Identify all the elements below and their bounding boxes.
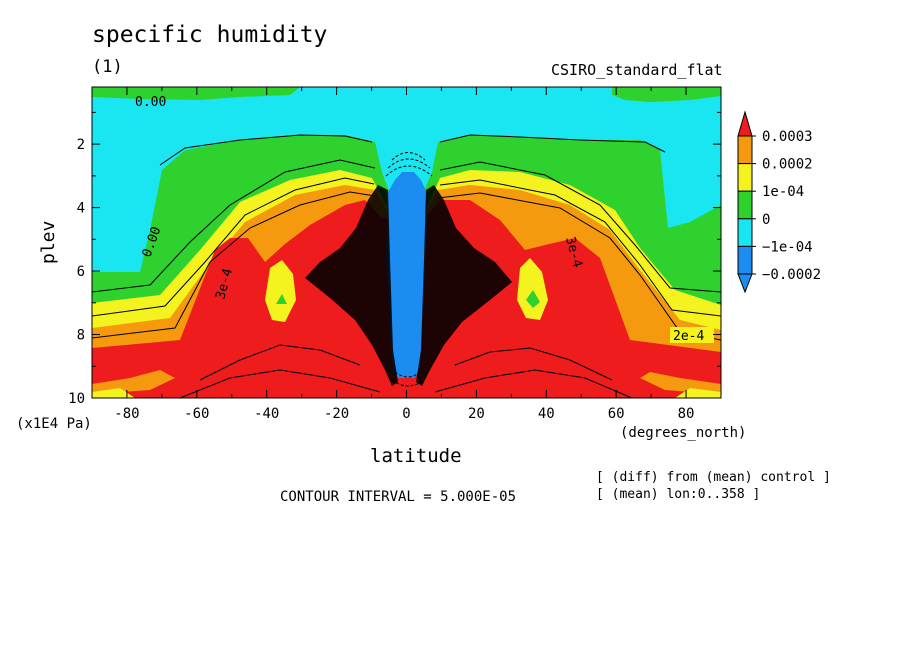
contour-lines (92, 134, 721, 398)
orange-lower-right (640, 372, 721, 394)
legend-swatch (737, 218, 753, 247)
yellow-island-north (517, 258, 548, 320)
axis-ticks: -80 -60 -40 -20 0 20 40 60 80 2 4 6 8 10 (68, 87, 722, 422)
green-dot-north (526, 290, 540, 308)
contour-label-top: 0.00 (135, 95, 166, 110)
plot-fills: 0.00 0.00 3e-4 3e-4 2e-4 (92, 87, 721, 398)
legend-label: 0.0003 (762, 129, 813, 145)
x-tick-label: -40 (254, 406, 279, 422)
x-tick-label: 80 (678, 406, 695, 422)
legend-label: 0 (762, 212, 770, 228)
legend-swatch (737, 190, 753, 220)
y-axis-units: (x1E4 Pa) (16, 416, 92, 432)
y-tick-label: 4 (77, 201, 85, 217)
x-tick-label: -20 (324, 406, 349, 422)
contour-label-bg (670, 327, 714, 343)
diff-note: [ (diff) from (mean) control ] (596, 470, 831, 485)
legend-swatch (737, 163, 753, 192)
legend-swatch (737, 245, 753, 275)
green-top-left (92, 87, 300, 100)
negative-contours (385, 152, 433, 387)
panel-label: (1) (92, 57, 123, 77)
model-label: CSIRO_standard_flat (551, 61, 723, 79)
legend-swatch (737, 135, 753, 165)
yellow-lower-left (92, 388, 135, 398)
legend-label: −0.0002 (762, 267, 821, 283)
green-dot-south (276, 294, 287, 304)
x-tick-label: -60 (184, 406, 209, 422)
x-axis-label: latitude (370, 445, 462, 467)
orange-lower-left (92, 370, 175, 394)
x-tick-label: 20 (468, 406, 485, 422)
y-tick-label: 10 (68, 391, 85, 407)
legend-label: 0.0002 (762, 157, 813, 173)
contour-wall-north (416, 185, 512, 386)
x-tick-label: -80 (114, 406, 139, 422)
x-tick-label: 0 (402, 406, 410, 422)
y-tick-label: 8 (77, 328, 85, 344)
contour-interval: CONTOUR INTERVAL = 5.000E-05 (280, 489, 517, 505)
y-tick-label: 2 (77, 137, 85, 153)
contour-label-2e4: 2e-4 (673, 329, 704, 344)
blue-column (386, 172, 428, 378)
x-tick-label: 60 (608, 406, 625, 422)
legend-arrow-top (737, 110, 753, 137)
y-tick-label: 6 (77, 264, 85, 280)
legend-arrow-bottom (737, 273, 753, 294)
x-axis-units: (degrees_north) (620, 425, 747, 441)
green-top-right (612, 87, 721, 102)
legend-label: −1e-04 (762, 239, 813, 255)
x-tick-label: 40 (538, 406, 555, 422)
legend-label: 1e-04 (762, 184, 804, 200)
color-legend: 0.0003 0.0002 1e-04 0 −1e-04 −0.0002 (737, 110, 821, 294)
yellow-island-south (265, 260, 296, 322)
chart-title: specific humidity (92, 22, 328, 48)
mean-note: [ (mean) lon:0..358 ] (596, 487, 761, 502)
contour-wall-south (305, 185, 398, 386)
